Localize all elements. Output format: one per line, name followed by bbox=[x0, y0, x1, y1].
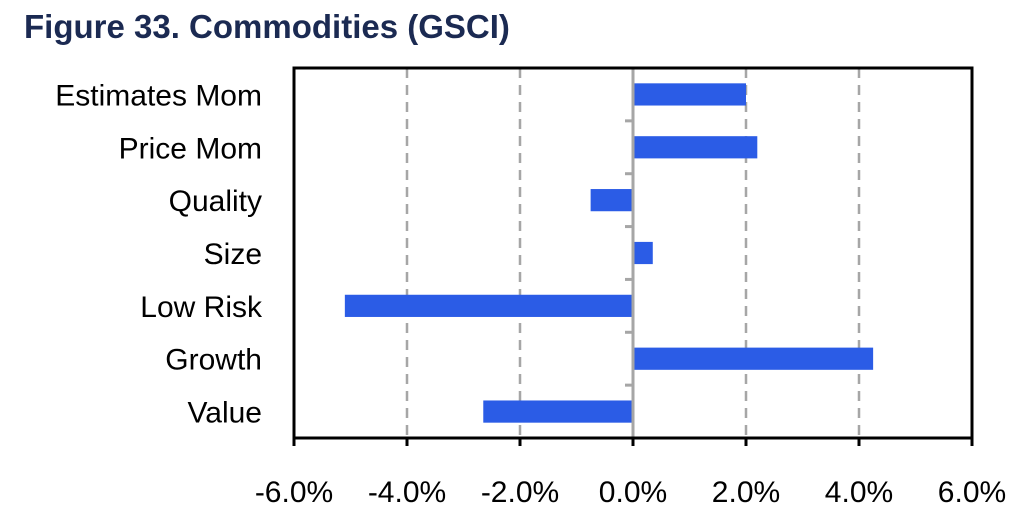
category-label: Growth bbox=[165, 344, 262, 377]
axes bbox=[292, 66, 974, 446]
category-label: Quality bbox=[169, 185, 262, 218]
bar-price-mom bbox=[633, 136, 758, 159]
bar-quality bbox=[590, 189, 633, 212]
bar-value bbox=[483, 400, 633, 423]
x-tick-label: -2.0% bbox=[481, 476, 559, 509]
category-label: Size bbox=[204, 238, 262, 271]
bar-low-risk bbox=[344, 294, 633, 317]
bar-size bbox=[633, 241, 653, 265]
category-label: Price Mom bbox=[119, 132, 262, 165]
bar-estimates-mom bbox=[633, 83, 746, 106]
bar-growth bbox=[633, 347, 874, 370]
x-tick-labels: -6.0% -4.0% -2.0% 0.0% 2.0% 4.0% 6.0% bbox=[255, 476, 1006, 509]
bars bbox=[344, 83, 874, 423]
category-labels: Estimates Mom Price Mom Quality Size Low Ris… bbox=[55, 79, 263, 429]
x-tick-label: -4.0% bbox=[368, 476, 446, 509]
category-label: Low Risk bbox=[140, 291, 263, 324]
figure-title: Figure 33. Commodities (GSCI) bbox=[24, 8, 510, 45]
x-tick-label: 6.0% bbox=[938, 476, 1006, 509]
category-label: Value bbox=[187, 397, 262, 430]
category-label: Estimates Mom bbox=[55, 79, 262, 112]
x-tick-label: -6.0% bbox=[255, 476, 333, 509]
x-tick-label: 0.0% bbox=[599, 476, 667, 509]
x-tick-label: 2.0% bbox=[712, 476, 780, 509]
gridlines bbox=[405, 68, 861, 438]
x-tick-label: 4.0% bbox=[825, 476, 893, 509]
